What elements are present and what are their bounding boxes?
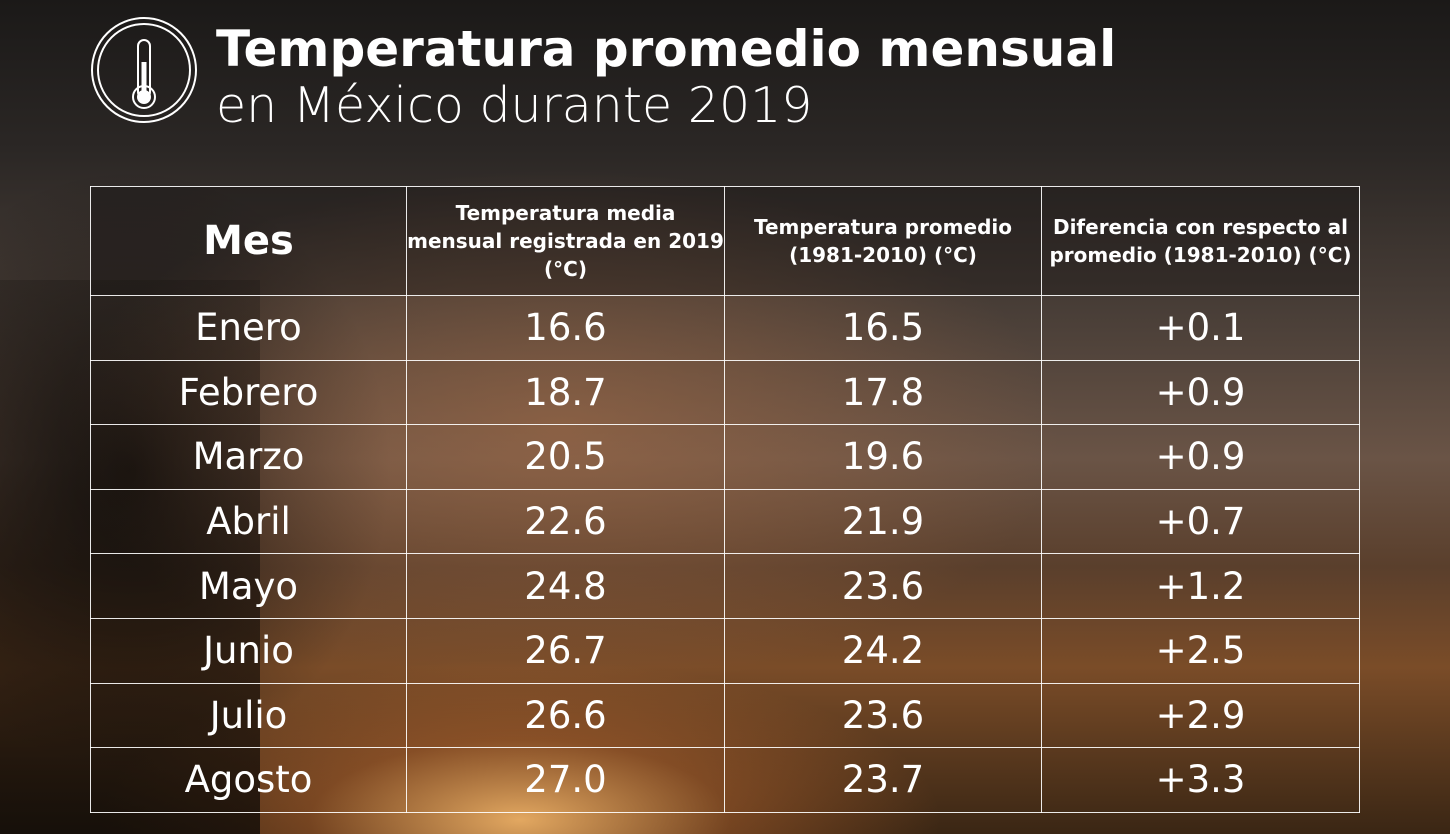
column-header-diferencia: Diferencia con respecto al promedio (198… xyxy=(1041,186,1360,296)
page-subtitle: en México durante 2019 xyxy=(216,77,813,134)
temperature-table: Mes Temperatura media mensual registrada… xyxy=(90,186,1360,813)
table-row: Julio 26.6 23.6 +2.9 xyxy=(90,682,1360,749)
cell-2019: 18.7 xyxy=(406,359,725,426)
cell-mes: Junio xyxy=(90,617,407,684)
cell-mes: Julio xyxy=(90,682,407,749)
column-header-promedio: Temperatura promedio (1981-2010) (°C) xyxy=(724,186,1042,296)
table-row: Marzo 20.5 19.6 +0.9 xyxy=(90,424,1360,490)
header: Temperatura promedio mensual en México d… xyxy=(90,16,1116,136)
cell-diferencia: +2.5 xyxy=(1041,617,1360,684)
column-header-2019: Temperatura media mensual registrada en … xyxy=(406,186,725,296)
cell-diferencia: +0.1 xyxy=(1041,295,1360,361)
table-row: Abril 22.6 21.9 +0.7 xyxy=(90,488,1360,555)
cell-diferencia: +0.7 xyxy=(1041,488,1360,555)
cell-promedio: 24.2 xyxy=(724,617,1042,684)
cell-2019: 24.8 xyxy=(406,553,725,619)
cell-2019: 20.5 xyxy=(406,424,725,490)
cell-diferencia: +2.9 xyxy=(1041,682,1360,749)
cell-mes: Enero xyxy=(90,295,407,361)
cell-promedio: 19.6 xyxy=(724,424,1042,490)
table-row: Mayo 24.8 23.6 +1.2 xyxy=(90,553,1360,619)
cell-2019: 27.0 xyxy=(406,747,725,813)
table-row: Agosto 27.0 23.7 +3.3 xyxy=(90,747,1360,813)
cell-diferencia: +0.9 xyxy=(1041,359,1360,426)
cell-mes: Mayo xyxy=(90,553,407,619)
table-row: Febrero 18.7 17.8 +0.9 xyxy=(90,359,1360,426)
cell-promedio: 16.5 xyxy=(724,295,1042,361)
table-header-row: Mes Temperatura media mensual registrada… xyxy=(90,186,1360,296)
cell-promedio: 17.8 xyxy=(724,359,1042,426)
cell-promedio: 23.6 xyxy=(724,553,1042,619)
cell-mes: Abril xyxy=(90,488,407,555)
cell-mes: Febrero xyxy=(90,359,407,426)
cell-2019: 16.6 xyxy=(406,295,725,361)
thermometer-icon xyxy=(91,17,197,123)
cell-mes: Marzo xyxy=(90,424,407,490)
cell-2019: 22.6 xyxy=(406,488,725,555)
page-title: Temperatura promedio mensual xyxy=(216,20,1117,78)
cell-diferencia: +3.3 xyxy=(1041,747,1360,813)
cell-2019: 26.6 xyxy=(406,682,725,749)
cell-promedio: 23.6 xyxy=(724,682,1042,749)
cell-2019: 26.7 xyxy=(406,617,725,684)
cell-diferencia: +1.2 xyxy=(1041,553,1360,619)
cell-diferencia: +0.9 xyxy=(1041,424,1360,490)
cell-mes: Agosto xyxy=(90,747,407,813)
table-row: Enero 16.6 16.5 +0.1 xyxy=(90,295,1360,361)
column-header-mes: Mes xyxy=(90,186,407,296)
cell-promedio: 23.7 xyxy=(724,747,1042,813)
cell-promedio: 21.9 xyxy=(724,488,1042,555)
table-row: Junio 26.7 24.2 +2.5 xyxy=(90,617,1360,684)
